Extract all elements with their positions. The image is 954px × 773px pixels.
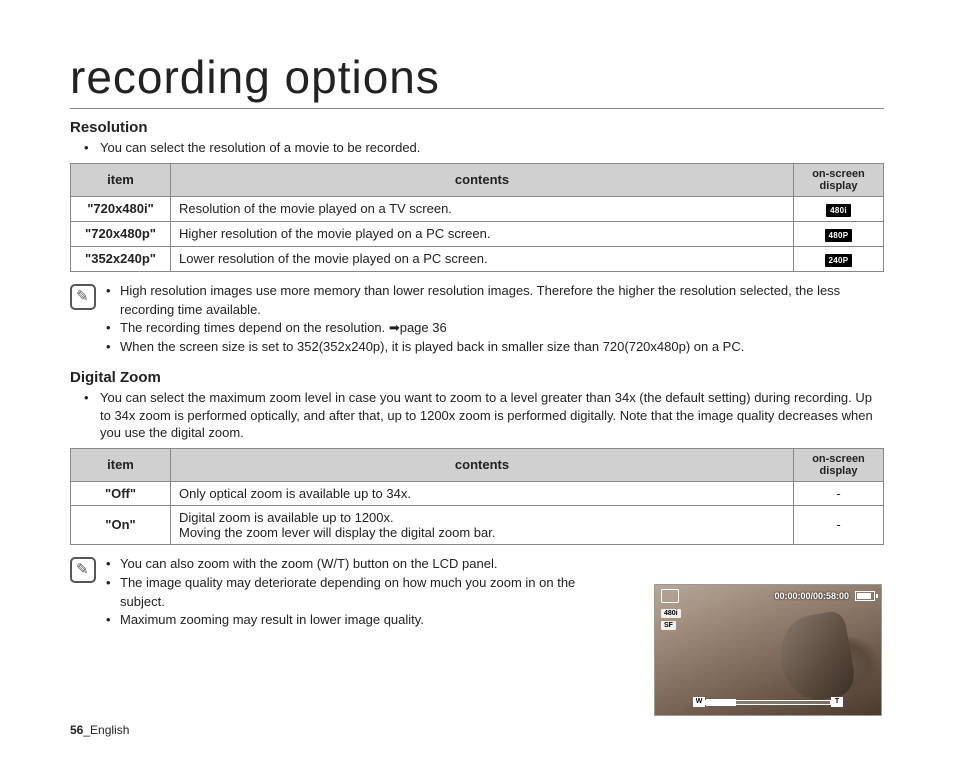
cell-item: "Off" [71, 481, 171, 505]
timer-display: 00:00:00/00:58:00 [774, 591, 849, 601]
resolution-intro-text: You can select the resolution of a movie… [100, 139, 420, 157]
page-footer: 56_English [70, 723, 129, 737]
zoom-intro: • You can select the maximum zoom level … [84, 389, 884, 442]
note-text: The image quality may deteriorate depend… [120, 574, 610, 612]
zoom-t-icon: T [831, 697, 843, 707]
cell-item: "352x240p" [71, 246, 171, 271]
cell-osd: 240P [794, 246, 884, 271]
note-text: Maximum zooming may result in lower imag… [120, 611, 424, 630]
th-osd: on-screen display [794, 163, 884, 196]
zoom-heading: Digital Zoom [70, 369, 884, 386]
bullet-dot: • [84, 139, 100, 157]
zoom-w-icon: W [693, 697, 705, 707]
cell-contents: Resolution of the movie played on a TV s… [171, 196, 794, 221]
page-lang: _English [83, 723, 129, 737]
note-icon [70, 557, 96, 583]
quality-badge: SF [661, 621, 676, 630]
osd-left-badges: 480i SF [661, 609, 681, 633]
table-header-row: item contents on-screen display [71, 448, 884, 481]
cell-item: "720x480i" [71, 196, 171, 221]
bullet-dot: • [106, 611, 120, 630]
resolution-heading: Resolution [70, 119, 884, 136]
note-list: •High resolution images use more memory … [106, 282, 884, 357]
bullet-dot: • [106, 574, 120, 612]
bullet-dot: • [84, 389, 100, 442]
th-item: item [71, 163, 171, 196]
note-text: When the screen size is set to 352(352x2… [120, 338, 744, 357]
cell-contents: Higher resolution of the movie played on… [171, 221, 794, 246]
cell-contents: Digital zoom is available up to 1200x. M… [171, 505, 794, 544]
resolution-notes: •High resolution images use more memory … [70, 282, 884, 357]
cell-osd: 480i [794, 196, 884, 221]
bullet-dot: • [106, 282, 120, 320]
lcd-preview: 00:00:00/00:58:00 480i SF W T [654, 584, 882, 716]
bullet-dot: • [106, 555, 120, 574]
cell-osd: - [794, 481, 884, 505]
res-badge-icon: 480P [825, 229, 853, 242]
resolution-table: item contents on-screen display "720x480… [70, 163, 884, 272]
table-row: "Off" Only optical zoom is available up … [71, 481, 884, 505]
th-contents: contents [171, 448, 794, 481]
res-badge-icon: 240P [825, 254, 853, 267]
table-row: "On" Digital zoom is available up to 120… [71, 505, 884, 544]
note-list: •You can also zoom with the zoom (W/T) b… [106, 555, 610, 630]
resolution-badge: 480i [661, 609, 681, 618]
res-badge-icon: 480i [826, 204, 851, 217]
page-number: 56 [70, 723, 83, 737]
table-header-row: item contents on-screen display [71, 163, 884, 196]
th-contents: contents [171, 163, 794, 196]
th-osd: on-screen display [794, 448, 884, 481]
camera-icon [661, 589, 679, 603]
bullet-dot: • [106, 338, 120, 357]
zoom-intro-text: You can select the maximum zoom level in… [100, 389, 884, 442]
zoom-handle [706, 699, 736, 706]
cell-contents: Lower resolution of the movie played on … [171, 246, 794, 271]
cell-osd: 480P [794, 221, 884, 246]
osd-top-bar: 00:00:00/00:58:00 [661, 589, 875, 603]
resolution-intro: • You can select the resolution of a mov… [84, 139, 884, 157]
page-title: recording options [70, 50, 884, 109]
note-icon [70, 284, 96, 310]
cell-osd: - [794, 505, 884, 544]
cell-contents: Only optical zoom is available up to 34x… [171, 481, 794, 505]
table-row: "720x480i" Resolution of the movie playe… [71, 196, 884, 221]
table-row: "720x480p" Higher resolution of the movi… [71, 221, 884, 246]
zoom-track [705, 700, 831, 705]
note-text: The recording times depend on the resolu… [120, 319, 447, 338]
th-item: item [71, 448, 171, 481]
battery-icon [855, 591, 875, 601]
zoom-table: item contents on-screen display "Off" On… [70, 448, 884, 545]
note-text: High resolution images use more memory t… [120, 282, 884, 320]
note-text: You can also zoom with the zoom (W/T) bu… [120, 555, 497, 574]
resolution-section: Resolution • You can select the resoluti… [70, 119, 884, 357]
table-row: "352x240p" Lower resolution of the movie… [71, 246, 884, 271]
cell-item: "720x480p" [71, 221, 171, 246]
bullet-dot: • [106, 319, 120, 338]
zoom-notes: •You can also zoom with the zoom (W/T) b… [70, 555, 610, 630]
zoom-bar: W T [693, 697, 843, 707]
cell-item: "On" [71, 505, 171, 544]
